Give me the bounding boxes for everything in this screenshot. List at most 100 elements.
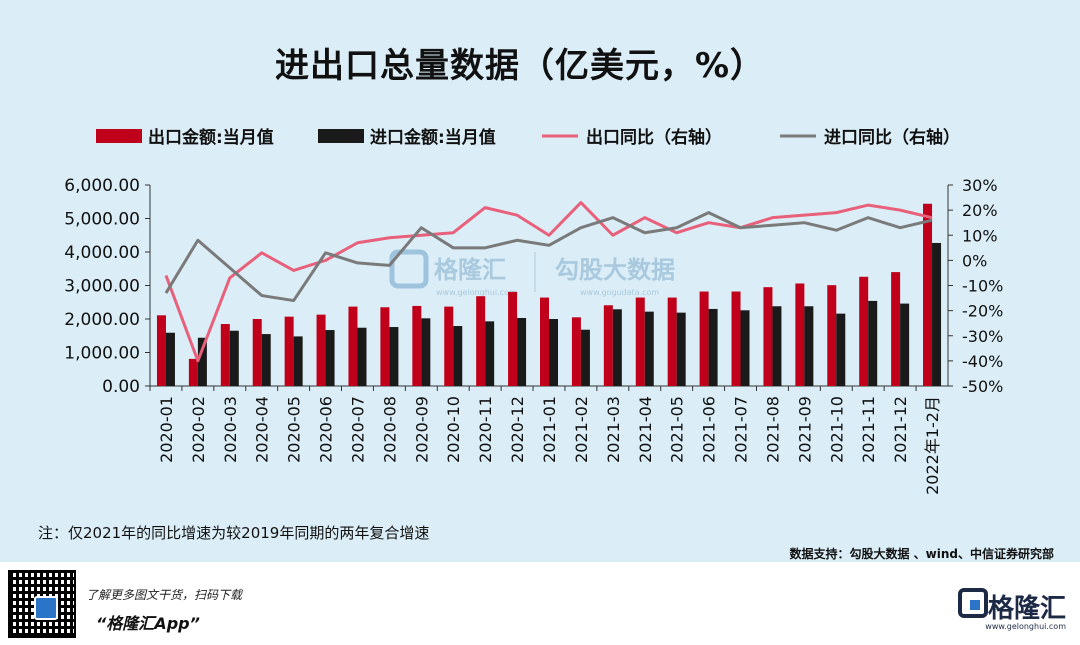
bar-export [667,297,677,386]
bar-export [795,283,805,386]
bar-export [220,324,230,386]
y-left-tick-label: 5,000.00 [64,210,140,230]
download-promo: 了解更多图文干货，扫码下载 [86,588,243,602]
chart: 格隆汇 www.gelonghui.com 勾股大数据 www.gogudata.co… [64,127,1003,495]
bar-import [868,300,878,386]
y-left-tick-label: 2,000.00 [64,310,140,330]
bar-import [708,308,718,386]
x-tick-label: 2020-04 [253,396,272,463]
bar-import [229,330,239,386]
bar-import [676,312,686,386]
y-right-tick-label: 20% [962,201,998,220]
bar-import [549,319,558,386]
bar-import [421,318,431,386]
bar-import [740,310,750,386]
watermark-site2: www.gogudata.com [580,288,659,297]
watermark: 格隆汇 www.gelonghui.com 勾股大数据 www.gogudata.co… [389,249,675,297]
y-left-tick-label: 4,000.00 [64,243,140,263]
x-tick-label: 2020-06 [317,396,336,463]
y-right-tick-label: -30% [962,327,1003,346]
bar-import [772,306,782,386]
y-left-tick-label: 0.00 [102,377,140,397]
bar-export [444,306,454,386]
legend-swatch [96,129,142,143]
legend-label: 出口金额:当月值 [148,127,274,148]
watermark-logo-icon [389,249,429,289]
y-left-tick-label: 1,000.00 [64,344,140,364]
x-tick-label: 2021-10 [827,396,846,463]
app-name: “格隆汇App” [96,614,200,633]
x-tick-label: 2021-08 [763,396,782,463]
x-tick-label: 2020-05 [285,396,304,463]
x-tick-label: 2021-03 [604,396,623,463]
line-import-yoy [164,211,933,303]
bar-export [156,315,166,386]
y-right-tick-label: -10% [962,277,1003,296]
x-tick-label: 2020-09 [412,396,431,463]
bar-import [804,306,814,386]
page-title: 进出口总量数据（亿美元，%） [274,46,766,86]
bar-export [603,305,613,386]
bar-export [476,296,486,386]
bar-import [580,329,590,386]
bar-export [763,287,773,386]
footnote: 注：仅2021年的同比增速为较2019年同期的两年复合增速 [38,524,430,542]
bar-export [540,297,549,386]
legend-swatch [318,129,364,143]
y-left-tick-label: 6,000.00 [64,176,140,196]
x-tick-label: 2020-03 [221,396,240,463]
bar-import [357,327,367,386]
watermark-brand: 格隆汇 [434,256,506,284]
legend-label: 出口同比（右轴） [586,127,722,148]
bar-export [316,314,326,386]
x-tick-label: 2020-02 [189,396,208,463]
x-tick-label: 2020-11 [476,396,495,463]
bar-import [932,242,942,386]
legend-label: 进口金额:当月值 [370,127,496,148]
x-tick-label: 2021-11 [859,396,878,463]
bar-import [165,332,175,386]
bar-import [612,309,622,386]
qr-code-icon[interactable] [8,570,76,638]
brand-url: www.gelonghui.com [985,622,1066,631]
bar-import [325,330,335,386]
x-tick-label: 2020-07 [348,396,367,463]
bar-import [453,326,463,386]
bar-export [571,317,581,386]
source-credit: 数据支持：勾股大数据 、wind、中信证券研究部 [789,547,1054,561]
x-tick-label: 2021-01 [540,396,559,463]
x-tick-label: 2022年1-2月 [923,396,942,495]
y-right-tick-label: 0% [962,251,987,270]
bar-export [284,316,294,386]
bar-import [261,334,271,386]
x-tick-label: 2020-08 [380,396,399,463]
bar-import [517,317,527,386]
x-tick-label: 2021-12 [891,396,910,463]
bar-export [508,291,518,386]
watermark-site: www.gelonghui.com [436,288,517,297]
bar-export [252,319,262,386]
bar-export [380,307,390,386]
bar-export [827,285,837,386]
y-left-tick-label: 3,000.00 [64,277,140,297]
bar-export [348,306,358,386]
bar-import [485,321,495,386]
x-tick-label: 2021-05 [668,396,687,463]
bar-export [731,291,741,386]
y-right-tick-label: -50% [962,377,1003,396]
bar-import [644,311,654,386]
bar-import [197,337,207,386]
legend: 出口金额:当月值 进口金额:当月值 出口同比（右轴） 进口同比（右轴） [96,127,960,148]
y-right-tick-label: 30% [962,176,998,195]
x-tick-label: 2021-04 [636,396,655,463]
lines [164,201,933,363]
y-right-tick-label: 10% [962,226,998,245]
y-right-tick-label: -20% [962,302,1003,321]
bar-import [836,313,846,386]
bars [156,203,942,386]
legend-label: 进口同比（右轴） [824,127,960,148]
x-tick-label: 2021-07 [732,396,751,463]
x-tick-label: 2020-01 [157,396,176,463]
bar-export [635,297,645,386]
